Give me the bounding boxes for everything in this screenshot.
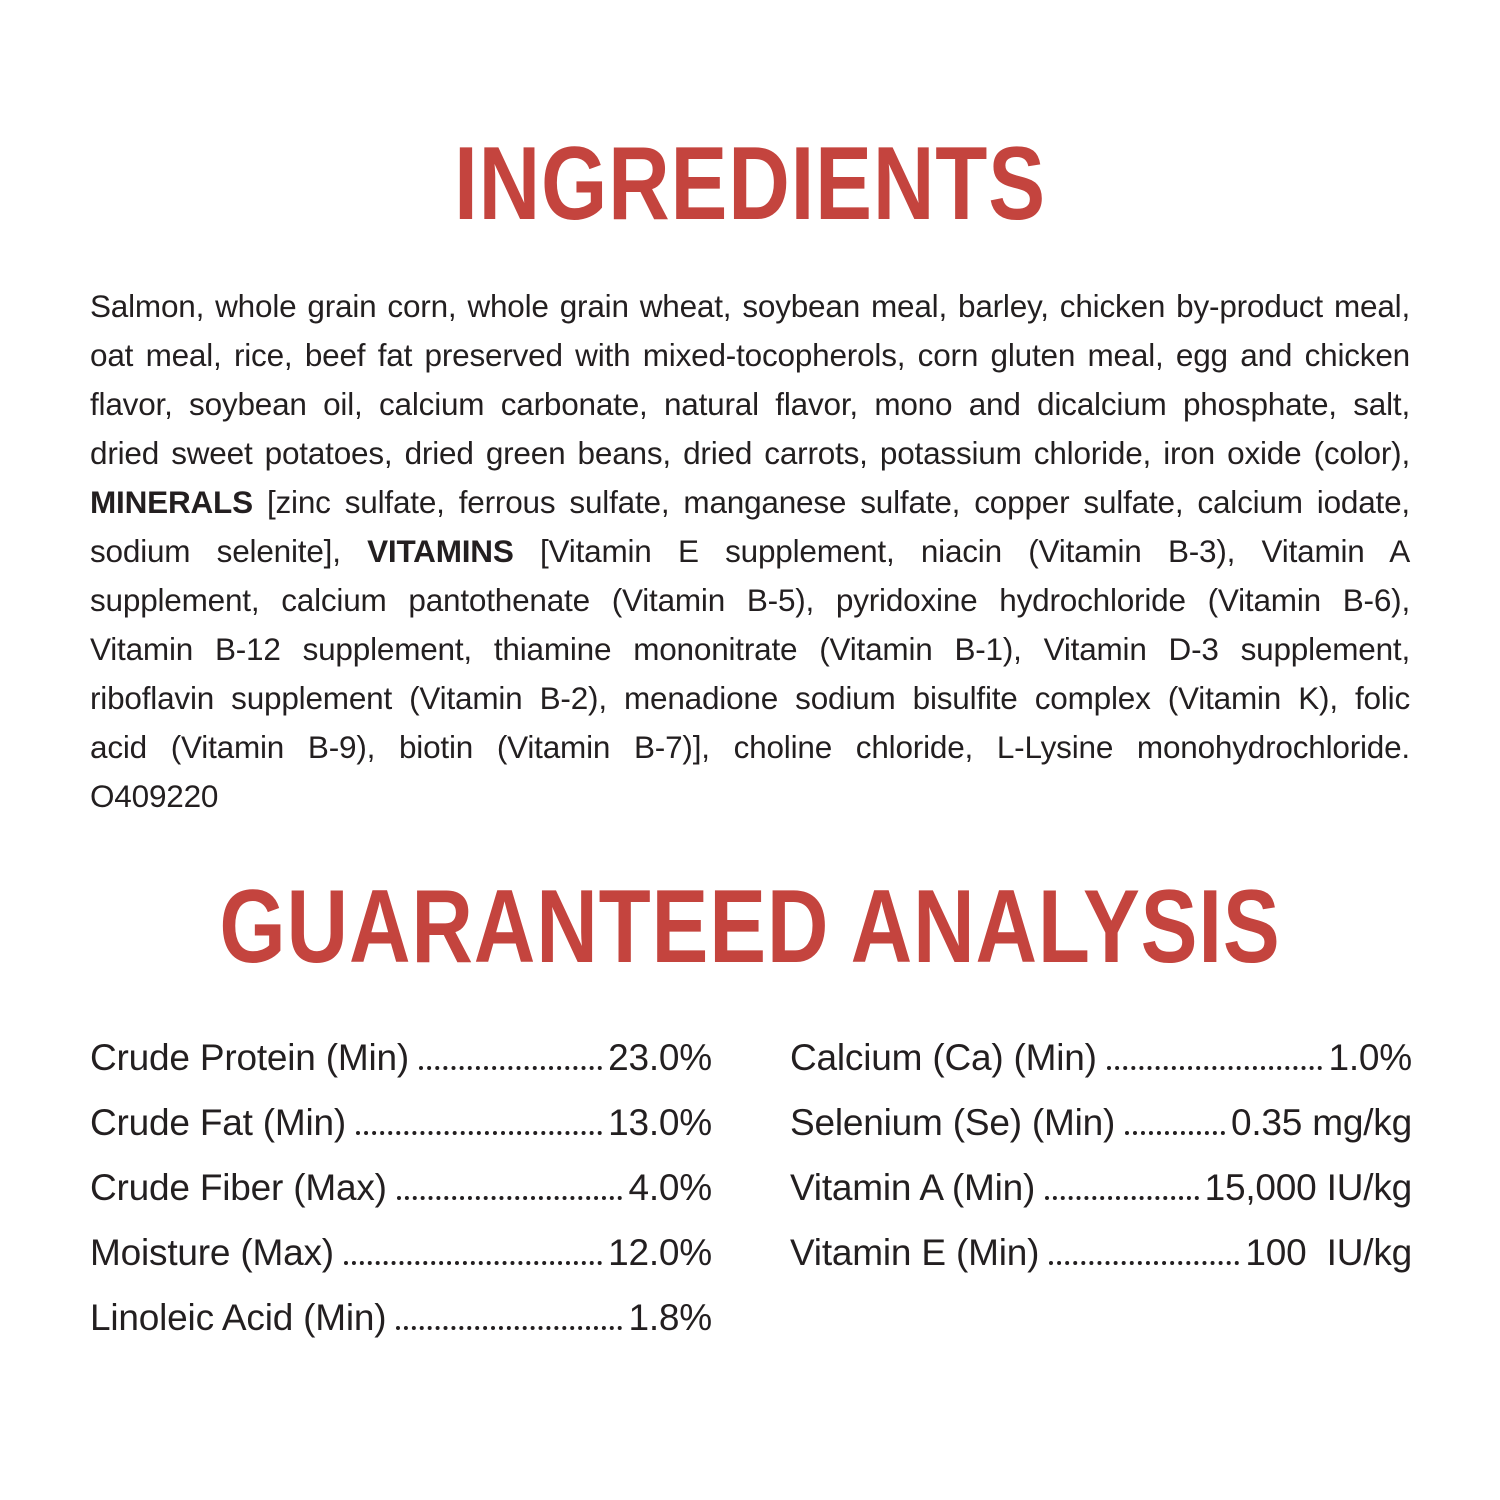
- analysis-value: 4.0%: [628, 1167, 712, 1209]
- analysis-label: Calcium (Ca) (Min): [790, 1037, 1097, 1079]
- dotted-leader: [1125, 1131, 1225, 1135]
- ingredients-heading: INGREDIENTS: [454, 126, 1046, 242]
- analysis-row: Moisture (Max) 12.0%: [90, 1208, 712, 1273]
- dotted-leader: [1045, 1196, 1199, 1200]
- analysis-label: Selenium (Se) (Min): [790, 1102, 1116, 1144]
- ingredient-text: [zinc sulfate, ferrous sulfate, manganes…: [90, 484, 1410, 569]
- analysis-row: Crude Fiber (Max) 4.0%: [90, 1143, 712, 1208]
- dotted-leader: [1106, 1066, 1323, 1070]
- analysis-label: Crude Fiber (Max): [90, 1167, 387, 1209]
- ingredient-group-name: MINERALS: [90, 484, 253, 520]
- analysis-value: 100 IU/kg: [1245, 1232, 1412, 1274]
- dotted-leader: [396, 1196, 623, 1200]
- ingredient-text: [Vitamin E supplement, niacin (Vitamin B…: [90, 533, 1411, 814]
- guaranteed-analysis-heading: GUARANTEED ANALYSIS: [219, 869, 1281, 985]
- analysis-value: 13.0%: [608, 1102, 712, 1144]
- dotted-leader: [343, 1261, 603, 1265]
- analysis-label: Crude Protein (Min): [90, 1037, 410, 1079]
- guaranteed-analysis-right-column: Calcium (Ca) (Min) 1.0% Selenium (Se) (Min…: [790, 1013, 1412, 1338]
- analysis-value: 1.0%: [1328, 1037, 1412, 1079]
- analysis-row: Crude Protein (Min) 23.0%: [90, 1013, 712, 1078]
- analysis-value: 23.0%: [608, 1037, 712, 1079]
- analysis-row: Linoleic Acid (Min) 1.8%: [90, 1273, 712, 1338]
- analysis-label: Moisture (Max): [90, 1232, 334, 1274]
- dotted-leader: [356, 1131, 603, 1135]
- analysis-value: 1.8%: [628, 1297, 712, 1339]
- guaranteed-analysis-table: Crude Protein (Min) 23.0% Crude Fat (Min) 1…: [90, 1013, 1412, 1338]
- analysis-row: Selenium (Se) (Min) 0.35 mg/kg: [790, 1078, 1412, 1143]
- analysis-value: 0.35 mg/kg: [1230, 1102, 1412, 1144]
- dotted-leader: [1049, 1261, 1240, 1265]
- analysis-row: Vitamin E (Min) 100 IU/kg: [790, 1208, 1412, 1273]
- analysis-value: 12.0%: [608, 1232, 712, 1274]
- dotted-leader: [419, 1066, 603, 1070]
- analysis-label: Crude Fat (Min): [90, 1102, 347, 1144]
- analysis-value: 15,000 IU/kg: [1204, 1167, 1413, 1209]
- analysis-row: Vitamin A (Min) 15,000 IU/kg: [790, 1143, 1412, 1208]
- guaranteed-analysis-left-column: Crude Protein (Min) 23.0% Crude Fat (Min) 1…: [90, 1013, 712, 1338]
- ingredients-paragraph: Salmon, whole grain corn, whole grain wh…: [90, 282, 1410, 821]
- ingredient-group-name: VITAMINS: [367, 533, 514, 569]
- analysis-row: Calcium (Ca) (Min) 1.0%: [790, 1013, 1412, 1078]
- analysis-label: Linoleic Acid (Min): [90, 1297, 387, 1339]
- analysis-label: Vitamin E (Min): [790, 1232, 1040, 1274]
- analysis-row: Crude Fat (Min) 13.0%: [90, 1078, 712, 1143]
- dotted-leader: [396, 1326, 623, 1330]
- ingredient-text: Salmon, whole grain corn, whole grain wh…: [90, 288, 1410, 471]
- analysis-label: Vitamin A (Min): [790, 1167, 1036, 1209]
